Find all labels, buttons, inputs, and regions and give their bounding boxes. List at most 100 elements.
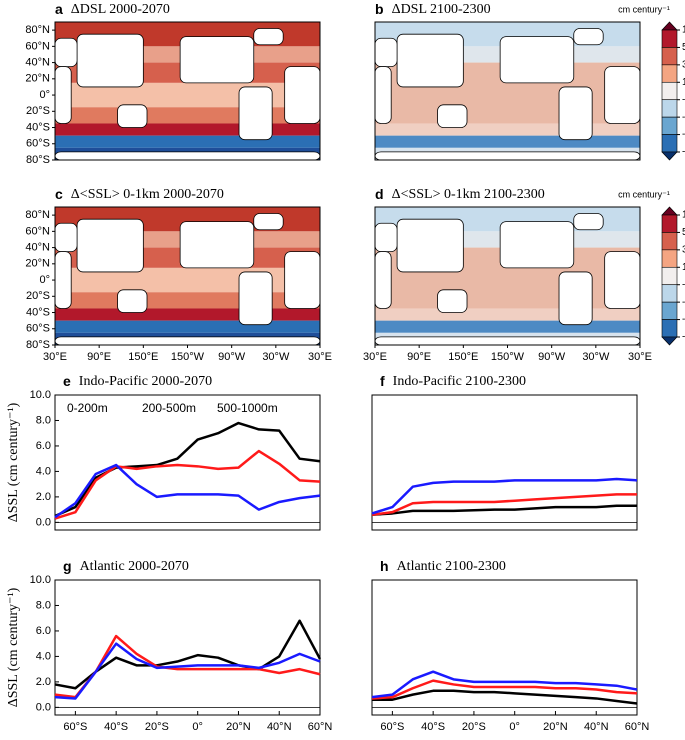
land	[54, 336, 321, 346]
legend-label: 500-1000m	[217, 401, 278, 415]
panel-letter: a	[55, 1, 63, 17]
series-line	[371, 504, 637, 516]
land	[499, 221, 575, 269]
map	[54, 207, 321, 346]
x-tick-label: 30°E	[363, 351, 387, 363]
land	[396, 33, 464, 88]
x-tick-label: 30°E	[628, 351, 652, 363]
land	[284, 66, 321, 124]
y-tick-label: 2.0	[36, 676, 51, 688]
panel-title-text: Δ<SSL> 0-1km 2100-2300	[392, 187, 545, 202]
colorbar-bin	[661, 249, 678, 268]
land	[437, 289, 468, 313]
x-tick-label: 0°	[192, 721, 203, 733]
panel-title: e Indo-Pacific 2000-2070	[63, 373, 212, 390]
y-tick-label: 6.0	[36, 440, 51, 452]
colorbar-tick-label: 5	[682, 42, 685, 53]
x-tick-label: 60°S	[63, 721, 87, 733]
colorbar-unit: cm century⁻¹	[618, 189, 670, 199]
x-tick-label: 90°W	[218, 351, 246, 363]
x-tick-label: 90°E	[87, 351, 111, 363]
panel-title: a ΔDSL 2000-2070	[55, 1, 170, 18]
land	[558, 86, 593, 141]
colorbar-tick-label: 3	[682, 244, 685, 255]
land	[396, 218, 464, 273]
map-shading	[55, 320, 320, 333]
y-tick-label: 40°N	[25, 56, 50, 68]
y-tick-label: 10.0	[30, 389, 51, 401]
x-tick-label: 60°S	[380, 721, 404, 733]
y-tick-label: 80°N	[25, 24, 50, 36]
colorbar-cap	[661, 21, 678, 31]
y-tick-label: 8.0	[36, 414, 51, 426]
x-tick-label: 40°N	[267, 721, 292, 733]
land	[284, 251, 321, 309]
x-tick-label: 30°E	[308, 351, 332, 363]
plot-frame	[54, 579, 321, 716]
map	[374, 22, 641, 161]
map-shading	[55, 123, 320, 136]
y-tick-label: 4.0	[36, 465, 51, 477]
x-tick-label: 60°N	[625, 721, 650, 733]
panel-letter: f	[380, 373, 385, 389]
x-tick-label: 20°S	[462, 721, 486, 733]
x-tick-label: 150°W	[491, 351, 525, 363]
series-line	[371, 477, 638, 515]
land	[238, 86, 273, 141]
colorbar-tick-label: 1	[682, 77, 685, 88]
land	[76, 33, 144, 88]
y-tick-label: 0°	[39, 89, 50, 101]
panel-title: d Δ<SSL> 0-1km 2100-2300	[375, 186, 545, 203]
panel-letter: d	[375, 186, 384, 202]
land	[54, 37, 78, 68]
series-line	[54, 449, 321, 520]
colorbar-tick-label: -15	[682, 332, 685, 343]
series-line	[371, 493, 637, 516]
panel-title-text: Atlantic 2100-2300	[397, 559, 506, 574]
colorbar-bin	[661, 134, 678, 153]
colorbar-bin	[661, 29, 678, 48]
y-axis-label: ΔSSL (cm century⁻¹)	[6, 402, 21, 522]
panel-title-text: Indo-Pacific 2100-2300	[393, 374, 526, 389]
y-tick-label: 80°S	[26, 339, 50, 351]
map-shading	[375, 320, 640, 333]
x-tick-label: 30°W	[262, 351, 290, 363]
colorbar-tick-label: -15	[682, 147, 685, 158]
panel-title-text: ΔDSL 2000-2070	[71, 2, 170, 17]
land	[76, 218, 144, 273]
y-tick-label: 60°N	[25, 40, 50, 52]
y-axis-label: ΔSSL (cm century⁻¹)	[6, 587, 21, 707]
panel-title: f Indo-Pacific 2100-2300	[380, 373, 526, 390]
x-tick-label: 150°E	[448, 351, 478, 363]
panel-title: c Δ<SSL> 0-1km 2000-2070	[55, 186, 224, 203]
colorbar-bin	[661, 266, 678, 286]
y-tick-label: 20°N	[25, 73, 50, 85]
land	[374, 37, 398, 68]
land	[253, 28, 284, 46]
y-tick-label: 80°S	[26, 154, 50, 166]
colorbar-tick-label: -3	[682, 112, 685, 123]
x-tick-label: 60°N	[308, 721, 333, 733]
colorbar-bin	[661, 81, 678, 101]
map-shading	[375, 123, 640, 136]
land	[54, 151, 321, 161]
map-shading	[55, 292, 320, 309]
land	[179, 221, 255, 269]
land	[179, 36, 255, 84]
x-tick-label: 150°W	[171, 351, 205, 363]
panel-title: b ΔDSL 2100-2300	[375, 1, 491, 18]
panel-title-text: Atlantic 2000-2070	[80, 559, 189, 574]
map-shading	[55, 135, 320, 148]
map-frame	[54, 21, 321, 161]
y-tick-label: 6.0	[36, 625, 51, 637]
colorbar-unit: cm century⁻¹	[618, 4, 670, 14]
colorbar-tick-label: 3	[682, 59, 685, 70]
y-tick-label: 60°S	[26, 138, 50, 150]
x-tick-label: 40°S	[104, 721, 128, 733]
colorbar-bin	[661, 64, 678, 83]
x-tick-label: 90°W	[538, 351, 566, 363]
panel-title-text: Δ<SSL> 0-1km 2000-2070	[71, 187, 224, 202]
land	[54, 66, 72, 124]
plot-frame	[54, 394, 321, 531]
x-tick-label: 20°S	[145, 721, 169, 733]
